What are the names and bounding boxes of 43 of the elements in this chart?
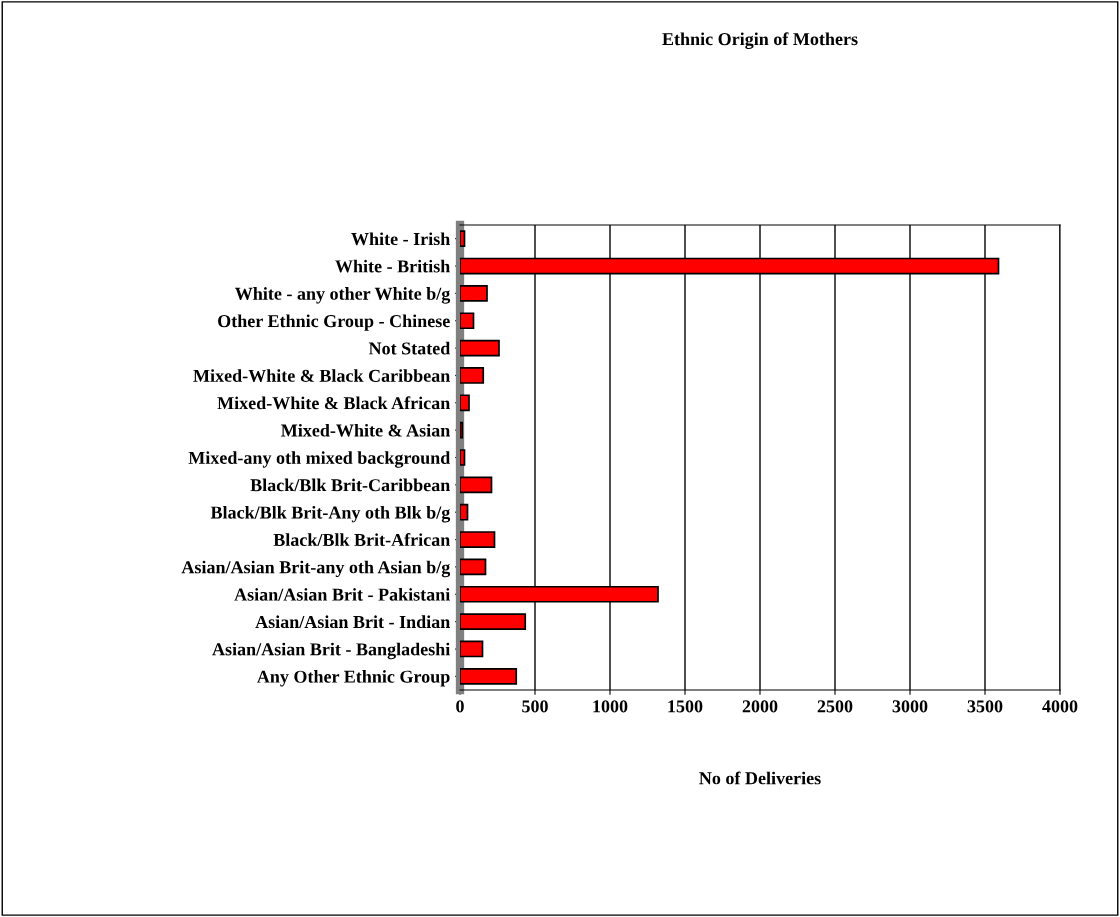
y-tick-label: Mixed-White & Asian <box>281 423 451 437</box>
y-tick-label: Black/Blk Brit-Caribbean <box>250 478 451 492</box>
x-tick-label: 500 <box>522 700 548 713</box>
x-tick-label: 2000 <box>742 700 778 713</box>
x-tick-label: 4000 <box>1042 700 1078 713</box>
bar <box>460 667 518 685</box>
y-tick-label: Asian/Asian Brit - Pakistani <box>234 588 451 601</box>
bar <box>460 367 485 384</box>
bar <box>460 421 464 439</box>
x-tick-label: 1500 <box>668 700 703 713</box>
x-tick-label: 3000 <box>892 700 928 713</box>
x-tick-label: 2500 <box>817 700 853 713</box>
y-tick-label: Mixed-White & Black Caribbean <box>193 369 451 382</box>
y-tick-label: White - any other White b/g <box>235 287 451 304</box>
y-tick-label: Mixed-any oth mixed background <box>188 451 451 468</box>
bar <box>460 230 466 248</box>
y-tick-label: Mixed-White & Black African <box>217 396 451 410</box>
y-tick-label: Asian/Asian Brit-any oth Asian b/g <box>181 560 451 578</box>
chart-title: Ethnic Origin of Mothers <box>662 32 858 49</box>
bar <box>460 640 484 658</box>
bar <box>460 312 475 330</box>
y-tick-label: White - British <box>335 259 451 273</box>
bar <box>460 394 470 412</box>
bar <box>460 476 493 494</box>
bar <box>460 285 488 302</box>
bar <box>460 503 469 521</box>
y-tick-label: Not Stated <box>368 341 451 355</box>
bar <box>460 558 487 576</box>
x-tick-label: 0 <box>456 700 464 713</box>
x-axis-title: No of Deliveries <box>699 771 821 785</box>
y-tick-label: Black/Blk Brit-African <box>273 533 451 546</box>
y-tick-label: Other Ethnic Group - Chinese <box>218 314 450 331</box>
y-tick-label: Asian/Asian Brit - Bangladeshi <box>212 642 451 660</box>
x-tick-label: 3500 <box>967 700 1003 713</box>
bar <box>460 449 466 466</box>
bar <box>460 613 527 630</box>
y-tick-label: White - Irish <box>351 232 451 246</box>
y-tick-label: Asian/Asian Brit - Indian <box>255 615 451 629</box>
y-tick-label: Any Other Ethnic Group <box>256 670 450 687</box>
y-tick-label: Black/Blk Brit-Any oth Blk b/g <box>210 505 451 523</box>
bar <box>460 339 500 357</box>
bar <box>460 531 496 548</box>
x-tick-label: 1000 <box>593 700 628 713</box>
